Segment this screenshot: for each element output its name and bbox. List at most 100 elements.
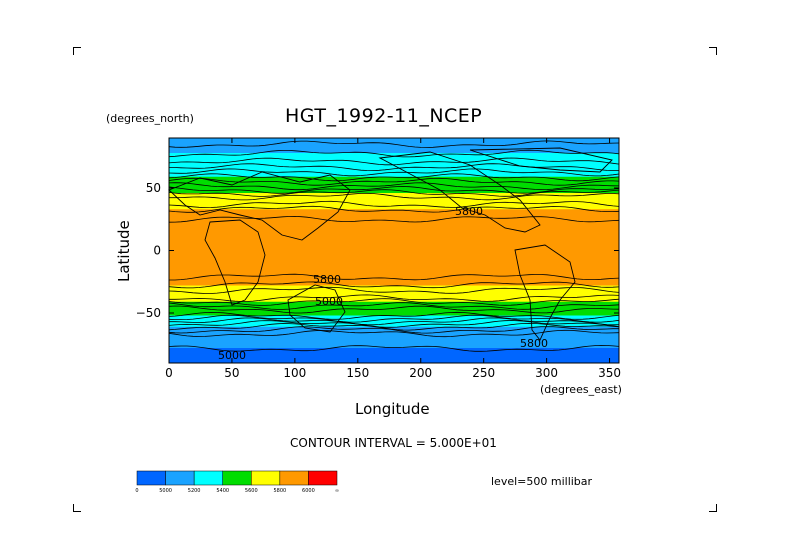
field-band bbox=[169, 153, 619, 155]
field-band bbox=[169, 359, 619, 361]
contour-label: 5000 bbox=[218, 349, 246, 362]
field-band bbox=[169, 210, 619, 213]
contour-line bbox=[168, 168, 620, 177]
contour-line bbox=[168, 205, 620, 213]
field-band bbox=[169, 139, 619, 141]
x-tick-label: 50 bbox=[224, 366, 239, 380]
colorbar-swatch bbox=[136, 470, 166, 486]
field-band bbox=[169, 319, 619, 321]
field-band bbox=[169, 251, 619, 254]
field-band bbox=[169, 161, 619, 164]
field-band bbox=[169, 233, 619, 235]
field-band bbox=[169, 241, 619, 244]
field-band bbox=[169, 220, 619, 223]
field-band bbox=[169, 181, 619, 184]
field-band bbox=[169, 291, 619, 294]
field-band bbox=[169, 265, 619, 268]
field-band bbox=[169, 150, 619, 153]
field-band bbox=[169, 316, 619, 319]
contour-line bbox=[168, 320, 620, 328]
contour-line bbox=[169, 317, 620, 326]
contour-line bbox=[168, 157, 620, 166]
field-band bbox=[169, 283, 619, 285]
contour-line bbox=[168, 302, 620, 310]
frame-corner-bottom-left bbox=[73, 504, 81, 512]
field-band bbox=[169, 145, 619, 148]
field-band bbox=[169, 179, 619, 181]
field-band bbox=[169, 269, 619, 271]
field-band bbox=[169, 273, 619, 275]
field-band bbox=[169, 294, 619, 296]
field-band bbox=[169, 340, 619, 343]
field-band bbox=[169, 166, 619, 169]
field-band bbox=[169, 196, 619, 199]
field-band bbox=[169, 246, 619, 249]
field-band bbox=[169, 185, 619, 188]
field-band bbox=[169, 193, 619, 195]
contour-line bbox=[168, 298, 620, 306]
field-band bbox=[169, 238, 619, 240]
contour-label: 5000 bbox=[315, 295, 343, 308]
frame-corner-bottom-right bbox=[709, 504, 717, 512]
contour-line bbox=[168, 182, 620, 191]
field-band bbox=[169, 243, 619, 245]
level-note: level=500 millibar bbox=[491, 475, 593, 488]
field-band bbox=[169, 345, 619, 348]
field-band bbox=[169, 229, 619, 231]
colorbar-swatch bbox=[251, 470, 281, 486]
continent-outline bbox=[514, 244, 576, 341]
field-band bbox=[169, 261, 619, 264]
field-band bbox=[169, 309, 619, 311]
field-band bbox=[169, 188, 619, 190]
field-band bbox=[169, 314, 619, 316]
continent-outline bbox=[287, 284, 346, 333]
field-band bbox=[169, 216, 619, 219]
contour-line bbox=[168, 322, 620, 331]
colorbar-label: 0 bbox=[135, 488, 138, 494]
contour-line bbox=[168, 311, 620, 320]
field-band bbox=[169, 203, 619, 205]
contour-line bbox=[168, 305, 620, 314]
field-band bbox=[169, 170, 619, 173]
field-band bbox=[169, 183, 619, 185]
contour-label: 5800 bbox=[313, 273, 341, 286]
contour-label: 5800 bbox=[520, 337, 548, 350]
x-tick-label: 200 bbox=[409, 366, 432, 380]
colorbar-label: 6000 bbox=[302, 488, 315, 494]
field-band bbox=[169, 259, 619, 261]
field-band bbox=[169, 213, 619, 215]
field-band bbox=[169, 228, 619, 230]
field-band bbox=[169, 324, 619, 326]
field-band bbox=[169, 258, 619, 260]
field-band bbox=[169, 299, 619, 301]
colorbar-swatch bbox=[279, 470, 309, 486]
field-band bbox=[169, 250, 619, 253]
field-band bbox=[169, 194, 619, 196]
field-band bbox=[169, 214, 619, 216]
field-band bbox=[169, 276, 619, 279]
field-band bbox=[169, 334, 619, 336]
field-band bbox=[169, 225, 619, 228]
field-band bbox=[169, 280, 619, 283]
contour-line bbox=[168, 344, 620, 352]
colorbar-label: 5000 bbox=[159, 488, 172, 494]
field-band bbox=[169, 266, 619, 269]
field-band bbox=[169, 235, 619, 238]
x-tick-label: 350 bbox=[598, 366, 621, 380]
field-band bbox=[169, 335, 619, 338]
field-band bbox=[169, 331, 619, 334]
colorbar-swatch bbox=[193, 470, 223, 486]
contour-line bbox=[169, 273, 620, 281]
axis-ticks: 0 50 100 150 200 250 300 350 50 0 −50 bbox=[136, 138, 621, 380]
field-band bbox=[169, 284, 619, 286]
colorbar-label: ∞ bbox=[335, 488, 339, 494]
field-band bbox=[169, 224, 619, 226]
field-band bbox=[169, 180, 619, 183]
contour-line bbox=[168, 186, 620, 194]
contour-label: 5800 bbox=[455, 205, 483, 218]
field-band bbox=[169, 240, 619, 243]
x-axis-label: Longitude bbox=[355, 400, 430, 418]
field-band bbox=[169, 159, 619, 161]
field-band bbox=[169, 350, 619, 353]
continent-outline bbox=[469, 147, 613, 173]
